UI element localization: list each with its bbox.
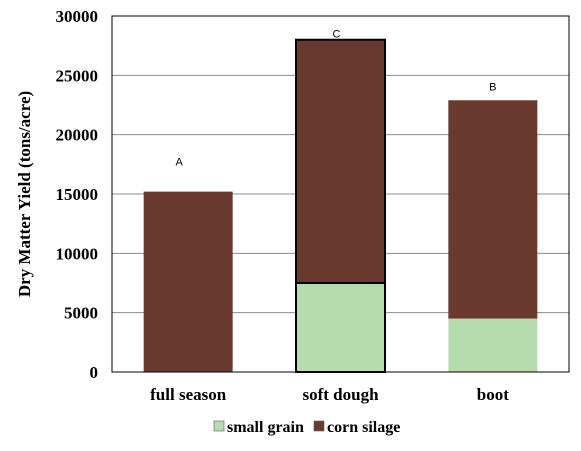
- legend: small grain corn silage: [213, 419, 400, 436]
- x-category-labels: full season soft dough boot: [150, 385, 509, 404]
- y-tick-label: 20000: [56, 126, 99, 145]
- bar-annotation-label: A: [175, 157, 183, 169]
- axes: [111, 15, 570, 373]
- plot-area-border: [111, 15, 570, 373]
- y-axis-title: Dry Matter Yield (tons/acre): [15, 91, 34, 297]
- bar-segment-corn-silage: [143, 191, 233, 372]
- x-category-label: soft dough: [302, 385, 379, 404]
- bar-annotation-label: C: [333, 29, 341, 41]
- y-tick-label: 10000: [56, 244, 99, 263]
- legend-swatch-corn-silage: [313, 420, 325, 432]
- y-tick-labels: 0 5000 10000 15000 20000 25000 30000: [56, 7, 99, 382]
- legend-swatch-small-grain: [213, 420, 225, 432]
- bar-segment-corn-silage: [448, 100, 538, 319]
- y-tick-label: 30000: [56, 7, 99, 26]
- bar-annotation-label: B: [489, 81, 496, 93]
- bar-annotations: A C B: [175, 29, 496, 169]
- bar-segment-corn-silage: [295, 38, 386, 284]
- bar-segment-small-grain: [448, 318, 538, 372]
- y-tick-label: 0: [90, 363, 99, 382]
- x-category-label: boot: [477, 385, 509, 404]
- legend-label: corn silage: [327, 419, 400, 436]
- bars: [143, 38, 538, 373]
- y-tick-label: 25000: [56, 66, 99, 85]
- bar-segment-small-grain: [295, 282, 386, 373]
- x-category-label: full season: [150, 385, 227, 404]
- legend-label: small grain: [227, 419, 304, 436]
- y-tick-label: 15000: [56, 185, 99, 204]
- y-tick-label: 5000: [64, 304, 98, 323]
